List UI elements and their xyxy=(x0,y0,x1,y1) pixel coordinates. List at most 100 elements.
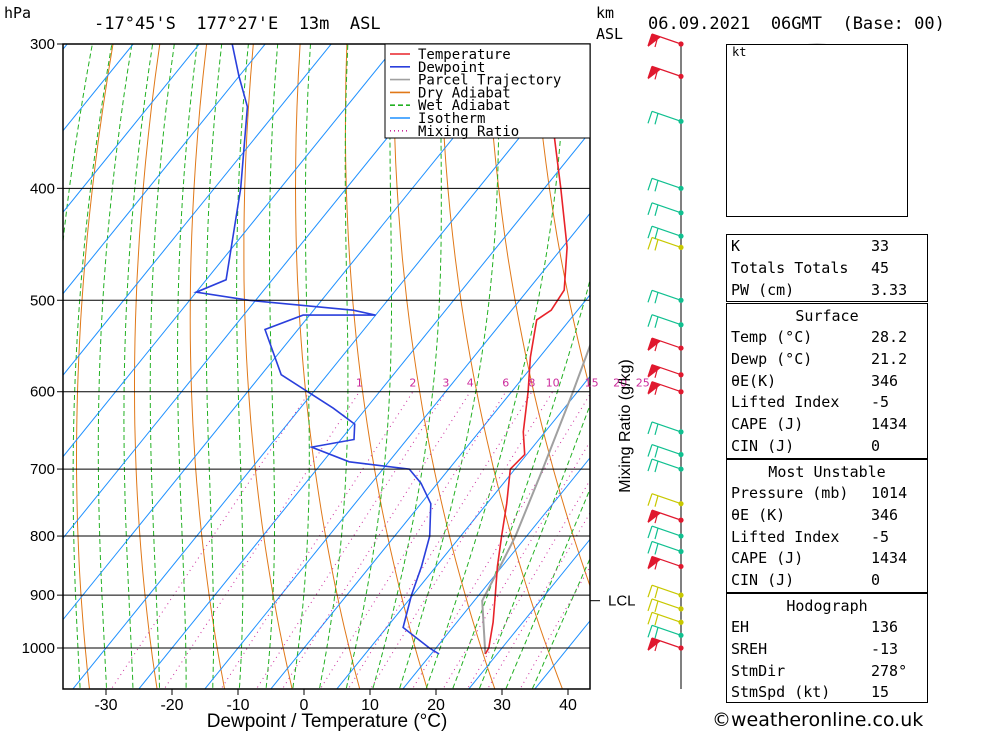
legend-entry: Parcel Trajectory xyxy=(418,73,561,89)
stat-row: EH 136 xyxy=(731,617,923,638)
wind-barb xyxy=(647,540,684,555)
wind-barb xyxy=(647,202,684,216)
isotherm-line xyxy=(63,44,398,458)
lcl-label: LCL xyxy=(608,593,636,610)
mixing-ratio-line xyxy=(347,391,533,689)
stat-label: SREH xyxy=(731,639,768,658)
dry-adiabat-line xyxy=(243,44,293,689)
legend-entry: Isotherm xyxy=(418,111,485,127)
mixing-ratio-tick-label: 15 xyxy=(585,377,599,390)
x-tick-label: -30 xyxy=(94,697,117,714)
stat-label: Lifted Index xyxy=(731,393,840,412)
mixing-ratio-line xyxy=(442,440,590,689)
stat-value: 1434 xyxy=(871,549,908,568)
asl-label: ASL xyxy=(596,25,624,43)
stat-value: -5 xyxy=(871,527,890,546)
stat-value: 346 xyxy=(871,505,899,524)
hodograph-stats-box: Hodograph EH 136 SREH -13 StmDir 278° StmSpd (… xyxy=(726,593,928,703)
wet-adiabat-line xyxy=(97,44,133,689)
stat-value: -5 xyxy=(871,393,890,412)
hodograph-box: kt xyxy=(726,44,908,217)
stat-row: Totals Totals 45 xyxy=(731,258,923,279)
wet-adiabat-line xyxy=(318,44,349,689)
stat-row: CIN (J) 0 xyxy=(731,570,923,591)
stat-value: 3.33 xyxy=(871,280,908,299)
mixing-ratio-line xyxy=(487,511,590,689)
wind-barb xyxy=(647,637,684,652)
most-unstable-title: Most Unstable xyxy=(768,463,886,481)
stat-row: SREH -13 xyxy=(731,639,923,660)
mixing-ratio-line xyxy=(110,391,311,689)
wind-barb xyxy=(647,33,684,48)
isotherm-line xyxy=(270,294,590,689)
stat-value: -13 xyxy=(871,639,899,658)
wind-barb xyxy=(647,65,684,80)
copyright: ©weatheronline.co.uk xyxy=(712,709,924,731)
mixing-ratio-line xyxy=(319,391,507,689)
legend-entry: Wet Adiabat xyxy=(418,98,511,114)
wet-adiabat-line xyxy=(205,44,223,689)
wet-adiabat-line xyxy=(292,44,312,689)
x-tick-label: 20 xyxy=(427,697,445,714)
dewpoint-line xyxy=(193,44,440,655)
stat-value: 278° xyxy=(871,661,908,680)
wind-barb xyxy=(647,509,684,524)
dry-adiabat-line xyxy=(344,44,428,689)
datetime-title: 06.09.2021 06GMT (Base: 00) xyxy=(648,14,945,34)
wind-barb xyxy=(647,584,684,599)
isotherm-line xyxy=(402,457,590,689)
mixing-ratio-line xyxy=(466,479,590,689)
wind-barb xyxy=(647,555,684,570)
pressure-tick-label: 300 xyxy=(30,36,55,53)
x-tick-label: 10 xyxy=(361,697,379,714)
stat-value: 15 xyxy=(871,683,890,702)
stat-row: θE(K) 346 xyxy=(731,371,923,392)
stat-row: θE (K) 346 xyxy=(731,505,923,526)
legend-box xyxy=(384,43,591,139)
stat-label: CIN (J) xyxy=(731,571,795,590)
stat-row: StmDir 278° xyxy=(731,661,923,682)
pressure-tick-label: 1000 xyxy=(22,640,55,657)
mixing-ratio-line xyxy=(411,393,590,689)
stat-row: K 33 xyxy=(731,236,923,257)
wind-barb xyxy=(647,314,684,328)
isotherm-line xyxy=(63,44,200,213)
stat-label: Dewp (°C) xyxy=(731,349,813,368)
stat-row: Pressure (mb) 1014 xyxy=(731,483,923,504)
stat-label: θE(K) xyxy=(731,371,777,390)
stat-row: Lifted Index -5 xyxy=(731,392,923,413)
stat-label: θE (K) xyxy=(731,505,786,524)
wind-barb xyxy=(647,364,684,378)
stat-label: CIN (J) xyxy=(731,437,795,455)
mixing-ratio-tick-label: 3 xyxy=(442,377,449,390)
wind-barb xyxy=(647,493,684,507)
stat-label: PW (cm) xyxy=(731,280,795,299)
stat-value: 45 xyxy=(871,258,890,277)
pressure-tick-label: 700 xyxy=(30,461,55,478)
stat-label: Lifted Index xyxy=(731,527,840,546)
dry-adiabat-line xyxy=(189,44,226,689)
hodograph-title: Hodograph xyxy=(786,597,868,615)
dry-adiabat-line xyxy=(134,44,161,689)
wind-barb xyxy=(647,236,684,251)
mixing-ratio-tick-label: 25 xyxy=(636,377,650,390)
pressure-tick-label: 800 xyxy=(30,528,55,545)
legend-entry: Dewpoint xyxy=(418,60,485,76)
location-title: -17°45'S 177°27'E 13m ASL xyxy=(94,14,381,34)
x-tick-label: 40 xyxy=(559,697,577,714)
mixing-ratio-tick-label: 8 xyxy=(528,377,535,390)
wet-adiabat-line xyxy=(149,44,175,689)
most-unstable-box: Most Unstable Pressure (mb) 1014 θE (K) 346… xyxy=(726,459,928,593)
mixing-ratio-tick-label: 1 xyxy=(356,377,363,390)
isotherm-line xyxy=(468,538,590,689)
isotherm-line xyxy=(63,44,266,295)
legend-entry: Dry Adiabat xyxy=(418,85,511,101)
dry-adiabat-line xyxy=(294,44,361,689)
stat-label: StmSpd (kt) xyxy=(731,683,831,702)
wet-adiabat-line xyxy=(372,44,442,689)
stat-value: 1434 xyxy=(871,415,908,434)
stat-label: Pressure (mb) xyxy=(731,484,849,502)
x-tick-label: 30 xyxy=(493,697,511,714)
stat-label: StmDir xyxy=(731,661,786,680)
wet-adiabat-line xyxy=(265,44,279,689)
